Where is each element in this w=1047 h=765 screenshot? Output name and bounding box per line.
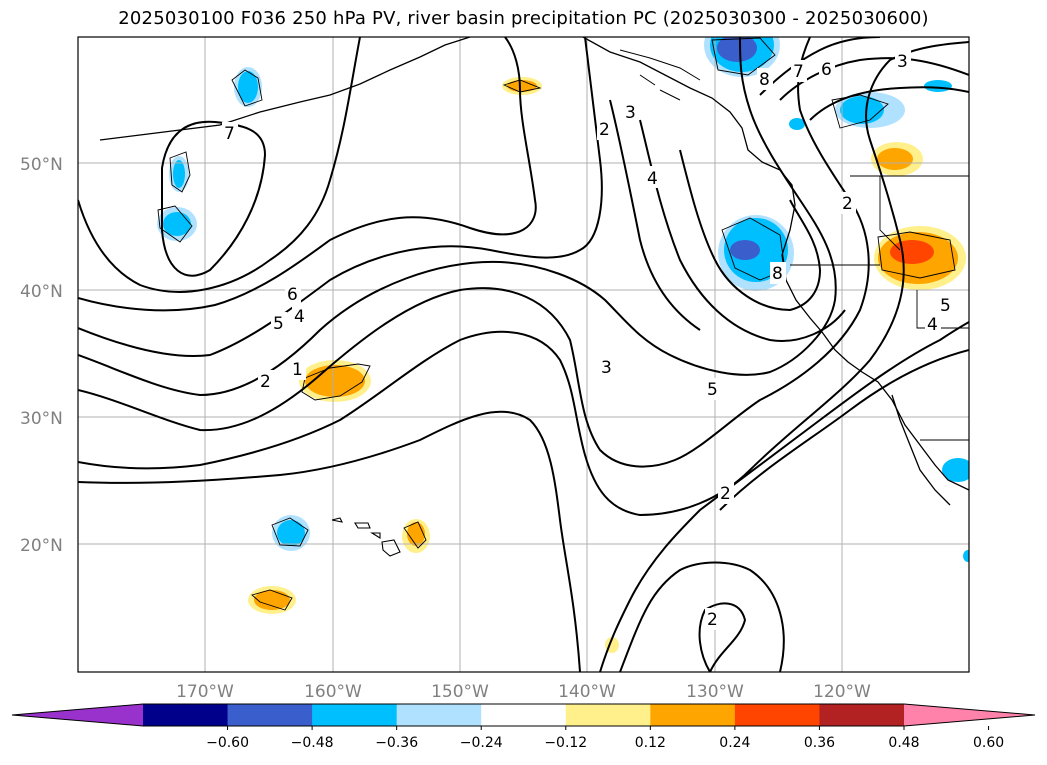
lat-label-40n: 40°N [20, 282, 63, 302]
colorbar-extend-min [12, 704, 143, 726]
contour-label: 1 [292, 360, 303, 380]
contour-label: 8 [772, 264, 783, 284]
coastlines [99, 37, 969, 611]
contour-label: 3 [897, 52, 908, 72]
colorbar: −0.60 −0.48 −0.36 −0.24 −0.12 0.12 0.24 0.36 0.4… [11, 703, 1036, 751]
contour-label: 3 [601, 358, 612, 378]
colorbar-tick-label: 0.24 [719, 735, 750, 751]
longitude-labels: 170°W 160°W 150°W 140°W 130°W 120°W [176, 682, 871, 702]
contour-label: 8 [759, 70, 770, 90]
colorbar-tick-label: 0.12 [635, 735, 666, 751]
contour-label: 2 [707, 610, 718, 630]
lon-label-160w: 160°W [304, 682, 362, 702]
contour-label: 5 [707, 380, 718, 400]
contour-label: 7 [224, 124, 235, 144]
colorbar-tick-label: 0.60 [973, 735, 1004, 751]
contour-label: 2 [599, 120, 610, 140]
map-plot-area: 2 3 4 3 5 2 2 6 5 4 2 1 7 8 [78, 37, 969, 672]
contour-label: 6 [821, 60, 832, 80]
contour-label: 4 [647, 169, 658, 189]
colorbar-segment [312, 704, 398, 726]
colorbar-segment [143, 704, 229, 726]
latitude-labels: 50°N 40°N 30°N 20°N [20, 155, 63, 556]
colorbar-segment [481, 704, 567, 726]
colorbar-tick-label: −0.48 [291, 735, 334, 751]
colorbar-tick-label: −0.24 [460, 735, 503, 751]
colorbar-segment [396, 704, 482, 726]
contour-label: 7 [793, 62, 804, 82]
lat-label-30n: 30°N [20, 409, 63, 429]
colorbar-tick-label: 0.48 [888, 735, 919, 751]
colorbar-outline [11, 703, 1036, 727]
colorbar-extend-max [904, 704, 1035, 726]
contour-label: 2 [842, 194, 853, 214]
contour-labels: 2 3 4 3 5 2 2 6 5 4 2 1 7 8 [222, 50, 954, 630]
contour-label: 4 [294, 307, 305, 327]
colorbar-segment [650, 704, 736, 726]
map-title: 2025030100 F036 250 hPa PV, river basin … [118, 8, 929, 29]
colorbar-segment [734, 704, 820, 726]
lat-label-50n: 50°N [20, 155, 63, 175]
lat-label-20n: 20°N [20, 536, 63, 556]
contour-label: 3 [625, 103, 636, 123]
colorbar-tick-label: −0.12 [544, 735, 587, 751]
contour-label: 2 [260, 372, 271, 392]
lon-label-150w: 150°W [431, 682, 489, 702]
contour-label: 5 [940, 296, 951, 316]
colorbar-segment [819, 704, 905, 726]
contour-label: 2 [720, 484, 731, 504]
lon-label-140w: 140°W [558, 682, 616, 702]
plot-frame [77, 36, 970, 673]
lon-label-120w: 120°W [813, 682, 871, 702]
colorbar-tick-label: −0.36 [375, 735, 418, 751]
contour-label: 6 [287, 285, 298, 305]
colorbar-tick-label: −0.60 [206, 735, 249, 751]
lon-label-130w: 130°W [686, 682, 744, 702]
contour-label: 5 [273, 314, 284, 334]
colorbar-segment [565, 704, 651, 726]
contour-label: 4 [927, 315, 938, 335]
colorbar-segment [227, 704, 313, 726]
lon-label-170w: 170°W [176, 682, 234, 702]
colorbar-tick-label: 0.36 [804, 735, 835, 751]
